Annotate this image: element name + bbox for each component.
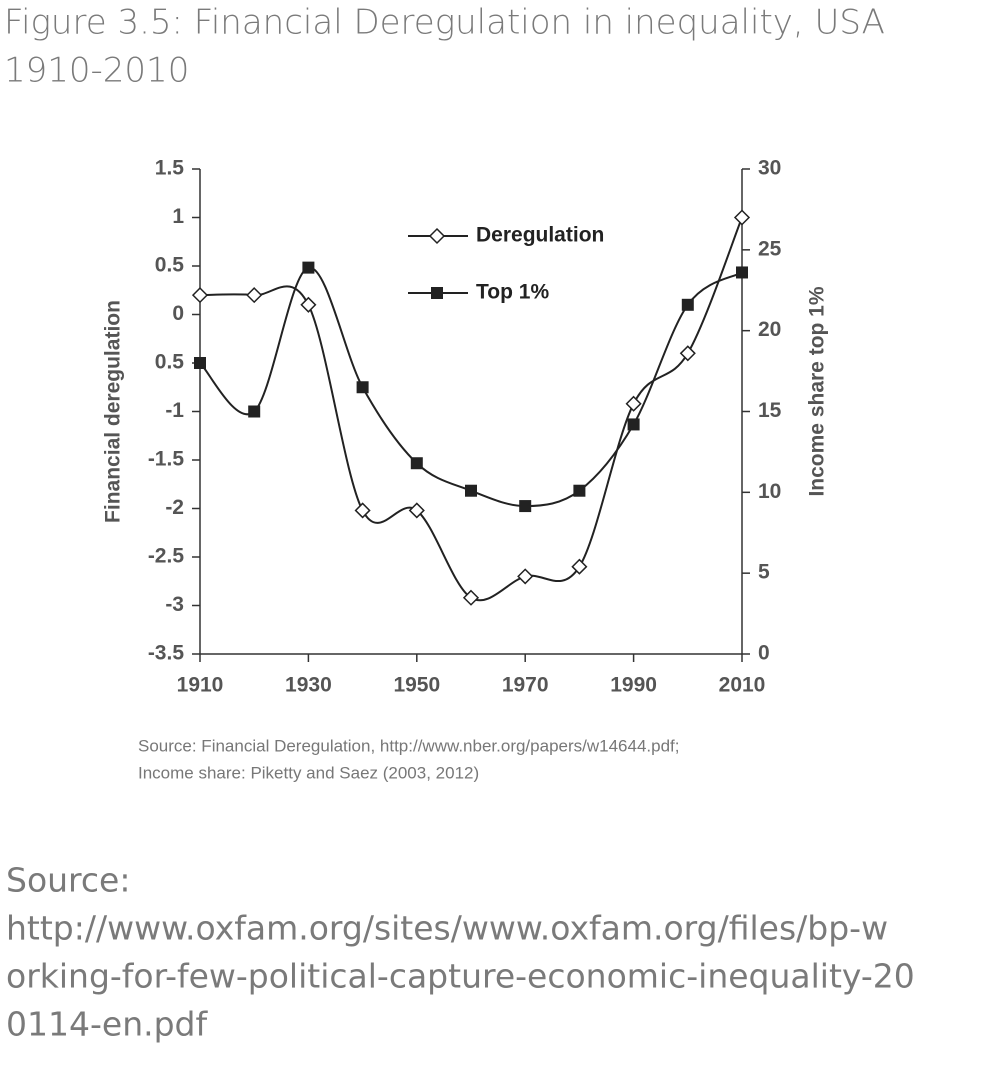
y-tick-label: 0.5 <box>155 351 185 374</box>
chart-source: Source: Financial Deregulation, http://w… <box>138 736 680 755</box>
marker <box>517 568 534 585</box>
page-source: 0114-en.pdf <box>6 1005 208 1044</box>
marker <box>679 345 696 362</box>
y2-tick-label: 0 <box>758 642 770 665</box>
marker <box>248 405 261 418</box>
y-tick-label: 0 <box>172 302 184 325</box>
marker <box>465 484 477 497</box>
page-source: orking-for-few-political-capture-economi… <box>6 957 915 996</box>
marker <box>733 209 751 226</box>
x-tick-label: 1930 <box>285 674 332 697</box>
y2-tick-label: 10 <box>758 480 781 503</box>
y-tick-label: -2 <box>165 496 184 519</box>
y2-tick-label: 5 <box>758 561 770 584</box>
y2-tick-label: 25 <box>758 237 782 260</box>
marker <box>408 502 425 519</box>
y-axis-label: Financial deregulation <box>102 300 125 523</box>
y2-tick-label: 30 <box>758 157 781 180</box>
y-tick-label: -3 <box>165 593 184 616</box>
legend-marker <box>428 227 446 245</box>
x-tick-label: 1910 <box>177 674 224 697</box>
marker <box>462 589 480 606</box>
marker <box>573 484 586 497</box>
marker <box>736 266 748 279</box>
marker <box>246 287 263 304</box>
legend-marker <box>431 287 443 299</box>
x-tick-label: 1950 <box>393 674 440 697</box>
marker <box>191 287 209 304</box>
marker <box>519 500 532 513</box>
y-tick-label: -3.5 <box>148 642 185 665</box>
title: Figure 3.5: Financial Deregulation in in… <box>4 3 885 43</box>
y2-axis-label: Income share top 1% <box>806 286 829 496</box>
y-tick-label: 1 <box>172 205 184 228</box>
x-tick-label: 1970 <box>502 674 549 697</box>
x-tick-label: 2010 <box>719 674 766 697</box>
marker <box>300 296 317 313</box>
y-tick-label: -1 <box>165 399 184 422</box>
title: 1910-2010 <box>4 51 189 91</box>
y2-tick-label: 15 <box>758 399 782 422</box>
marker <box>354 502 371 519</box>
legend-label: Top 1% <box>476 281 549 304</box>
legend-label: Deregulation <box>476 224 604 247</box>
marker <box>410 457 423 470</box>
marker <box>194 357 206 369</box>
chart-source: Income share: Piketty and Saez (2003, 20… <box>138 763 479 782</box>
y-tick-label: -2.5 <box>148 545 185 568</box>
marker <box>627 418 640 431</box>
marker <box>681 298 694 311</box>
marker <box>625 395 642 412</box>
page-source: http://www.oxfam.org/sites/www.oxfam.org… <box>6 909 888 948</box>
marker <box>302 261 315 274</box>
y2-tick-label: 20 <box>758 318 781 341</box>
line <box>199 266 743 508</box>
y-tick-label: -1.5 <box>148 448 185 471</box>
page-source: Source: <box>6 861 130 900</box>
y-tick-label: 0.5 <box>155 254 185 277</box>
x-tick-label: 1990 <box>610 674 657 697</box>
y-tick-label: 1.5 <box>155 157 185 180</box>
marker <box>356 381 369 394</box>
marker <box>571 558 588 575</box>
line <box>199 217 743 602</box>
